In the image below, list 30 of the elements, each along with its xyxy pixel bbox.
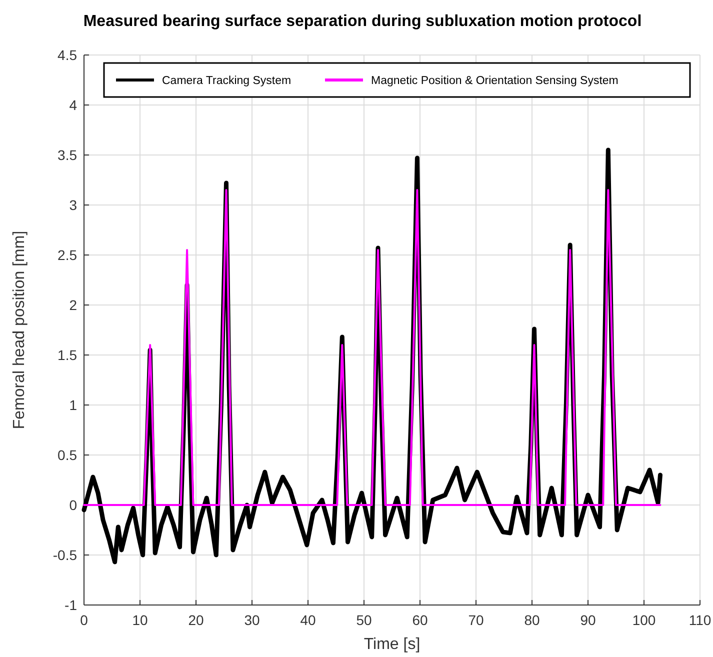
legend-label: Magnetic Position & Orientation Sensing System bbox=[371, 75, 618, 87]
x-tick-label: 10 bbox=[132, 612, 148, 628]
x-tick-label: 110 bbox=[688, 612, 712, 628]
x-tick-label: 70 bbox=[468, 612, 484, 628]
x-tick-label: 80 bbox=[524, 612, 540, 628]
y-tick-label: 3.5 bbox=[58, 147, 78, 163]
x-axis-title: Time [s] bbox=[364, 636, 420, 653]
y-tick-label: -0.5 bbox=[52, 547, 78, 563]
x-tick-label: 90 bbox=[580, 612, 596, 628]
y-tick-label: 1 bbox=[69, 397, 78, 413]
line-series bbox=[83, 189, 662, 506]
y-axis-title: Femoral head position [mm] bbox=[11, 230, 28, 430]
y-tick-label: 2.5 bbox=[58, 247, 78, 263]
x-tick-label: 40 bbox=[300, 612, 316, 628]
x-tick-label: 60 bbox=[412, 612, 428, 628]
x-tick-label: 0 bbox=[80, 612, 88, 628]
y-tick-label: 1.5 bbox=[58, 347, 78, 363]
y-tick-label: 3 bbox=[69, 197, 78, 213]
x-tick-label: 20 bbox=[188, 612, 204, 628]
y-tick-label: 4 bbox=[69, 97, 78, 113]
chart-title: Measured bearing surface separation during subluxation motion protocol bbox=[83, 13, 642, 30]
legend-label: Camera Tracking System bbox=[162, 75, 292, 87]
y-tick-label: 0 bbox=[69, 497, 78, 513]
x-tick-label: 30 bbox=[244, 612, 260, 628]
x-tick-label: 100 bbox=[632, 612, 656, 628]
y-tick-label: -1 bbox=[64, 597, 78, 613]
x-tick-label: 50 bbox=[356, 612, 372, 628]
y-tick-label: 2 bbox=[69, 297, 78, 313]
y-tick-label: 4.5 bbox=[58, 47, 78, 63]
y-tick-label: 0.5 bbox=[58, 447, 78, 463]
